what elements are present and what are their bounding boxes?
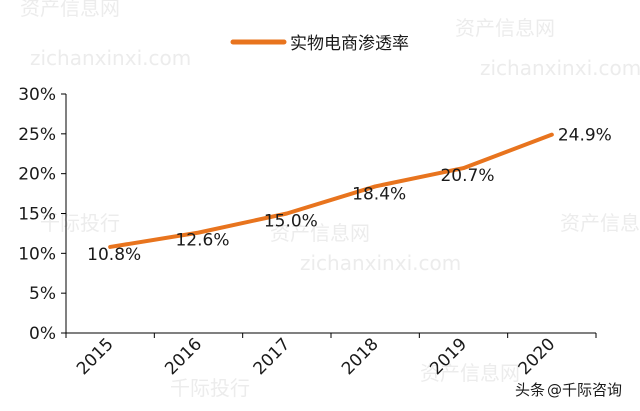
x-tick-label: 2015	[73, 334, 118, 379]
watermark-text: zichanxinxi.com	[300, 251, 461, 275]
source-prefix: 头条	[515, 381, 545, 399]
y-tick-label: 20%	[18, 165, 56, 185]
watermark-text: 千际投行	[170, 376, 250, 400]
watermark-text: 资产信息网	[20, 0, 120, 20]
watermark-text: 资产信息网	[560, 211, 640, 235]
y-tick-label: 5%	[29, 284, 56, 304]
y-tick-label: 25%	[18, 125, 56, 145]
data-label: 18.4%	[352, 184, 406, 204]
data-label: 20.7%	[440, 166, 494, 186]
y-tick-label: 30%	[18, 85, 56, 105]
x-tick-label: 2016	[161, 334, 206, 379]
watermark-text: 资产信息网	[455, 16, 555, 40]
source-attribution: 头条 @千际咨询	[515, 381, 622, 399]
y-tick-label: 10%	[18, 244, 56, 264]
watermark-text: zichanxinxi.com	[480, 56, 640, 80]
x-tick-label: 2020	[515, 334, 560, 379]
watermark-text: zichanxinxi.com	[30, 46, 191, 70]
data-label: 15.0%	[264, 212, 318, 232]
legend-label: 实物电商渗透率	[290, 34, 409, 54]
source-handle: @千际咨询	[547, 381, 622, 399]
data-label: 12.6%	[175, 231, 229, 251]
x-tick-label: 2017	[250, 334, 295, 379]
x-tick-label: 2018	[338, 334, 383, 379]
data-label: 24.9%	[558, 126, 612, 146]
y-tick-label: 15%	[18, 205, 56, 225]
legend: 实物电商渗透率	[233, 34, 409, 54]
y-tick-label: 0%	[29, 324, 56, 344]
data-label: 10.8%	[87, 245, 141, 265]
